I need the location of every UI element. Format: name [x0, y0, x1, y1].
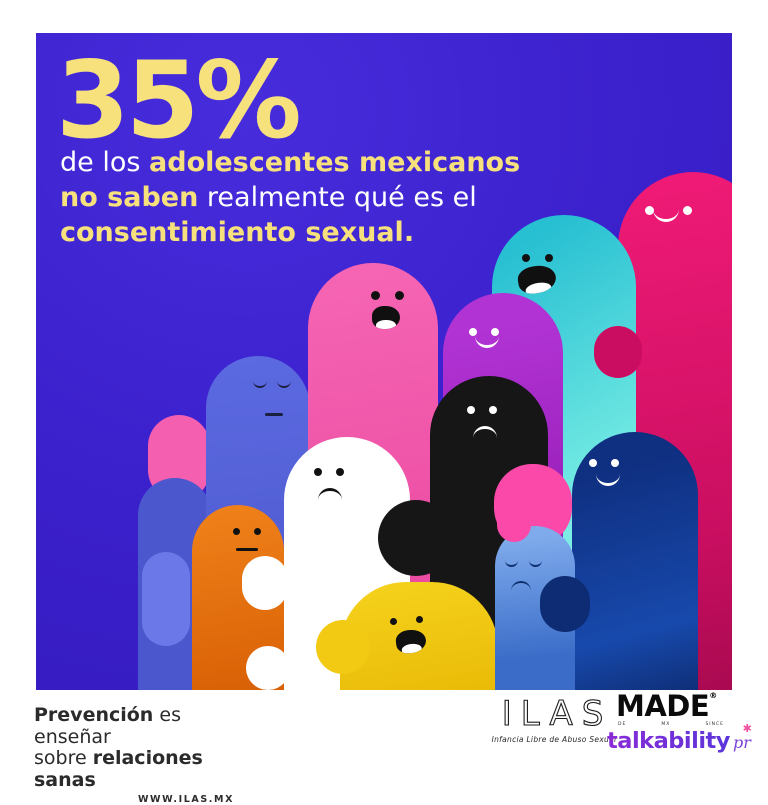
- tagline-regular: sobre: [34, 747, 93, 769]
- tagline-line-1: Prevención es enseñar: [34, 704, 236, 748]
- character-navy-hand: [540, 576, 590, 632]
- registered-mark-icon: ®: [709, 691, 718, 700]
- talkability-logo: talkability ✱ pr: [607, 722, 752, 754]
- character-periwinkle-hand: [142, 552, 190, 646]
- closed-eye-icon: [505, 558, 518, 567]
- closed-eye-icon: [277, 379, 291, 388]
- headline-line-3: consentimiento sexual.: [60, 215, 520, 250]
- headline-text-bold: no saben: [60, 182, 199, 213]
- eye-icon: [336, 468, 344, 476]
- open-mouth-icon: [372, 306, 400, 329]
- made-tagline-right: SINCE: [705, 722, 724, 727]
- made-logo: MADE® DE MX SINCE: [616, 691, 740, 728]
- eye-icon: [589, 459, 597, 467]
- headline-text-bold: adolescentes mexicanos: [149, 147, 521, 178]
- headline-text-bold: consentimiento sexual.: [60, 217, 415, 248]
- character-white-hand: [246, 646, 290, 690]
- tagline-bold: Prevención: [34, 704, 154, 726]
- closed-eye-icon: [253, 379, 267, 388]
- made-logo-tagline: DE MX SINCE: [616, 722, 726, 727]
- eye-icon: [545, 254, 553, 262]
- talkability-pr-wrap: ✱ pr: [732, 722, 752, 752]
- tagline-regular: es enseñar: [34, 704, 181, 748]
- headline-line-1: de los adolescentes mexicanos: [60, 145, 520, 180]
- closed-eye-icon: [529, 558, 542, 567]
- frown-mouth-icon: [473, 426, 497, 441]
- made-wordmark-row: MADE®: [616, 691, 740, 722]
- talkability-wordmark: talkability: [607, 728, 730, 754]
- character-crimson-arm: [594, 326, 642, 378]
- headline-text: realmente qué es el: [198, 182, 477, 213]
- headline-text: de los: [60, 147, 150, 178]
- headline: de los adolescentes mexicanos no saben r…: [60, 145, 520, 250]
- tongue-icon: [376, 320, 396, 329]
- ilas-logo-subtext: Infancia Libre de Abuso Sexual: [491, 735, 617, 744]
- ilas-wordmark: ILAS: [501, 694, 613, 734]
- character-pink-hand: [497, 500, 531, 542]
- talkability-suffix: pr: [732, 733, 751, 752]
- eye-icon: [416, 616, 423, 623]
- made-wordmark: MADE: [616, 689, 710, 723]
- eye-icon: [469, 328, 477, 336]
- eye-icon: [395, 291, 404, 300]
- smile-mouth-icon: [653, 205, 679, 222]
- character-navy: [572, 432, 698, 690]
- ilas-logo: ILAS Infancia Libre de Abuso Sexual: [490, 694, 618, 744]
- frown-mouth-icon: [511, 581, 531, 593]
- page-background: { "card": { "stat": "35%", "headline": {…: [34, 33, 752, 805]
- character-black-arm: [378, 500, 454, 576]
- eye-icon: [467, 406, 475, 414]
- neutral-mouth-icon: [265, 413, 283, 416]
- poster-card: 35% de los adolescentes mexicanos no sab…: [36, 33, 732, 690]
- made-tagline-left: DE: [618, 722, 627, 727]
- character-white-hand: [242, 556, 288, 610]
- website-link[interactable]: WWW.ILAS.MX: [137, 794, 234, 805]
- eye-icon: [233, 528, 240, 535]
- footer-tagline: Prevención es enseñar sobre relaciones s…: [34, 704, 236, 805]
- eye-icon: [489, 406, 497, 414]
- open-mouth-icon: [394, 628, 428, 655]
- eye-icon: [683, 206, 692, 215]
- eye-icon: [371, 291, 380, 300]
- eye-icon: [390, 618, 397, 625]
- neutral-mouth-icon: [236, 548, 258, 551]
- eye-icon: [254, 528, 261, 535]
- tagline-line-2: sobre relaciones sanas: [34, 747, 236, 791]
- smile-mouth-icon: [475, 332, 499, 348]
- tongue-icon: [401, 643, 423, 655]
- asterisk-icon: ✱: [742, 722, 752, 735]
- eye-icon: [645, 206, 654, 215]
- headline-line-2: no saben realmente qué es el: [60, 180, 520, 215]
- eye-icon: [611, 459, 619, 467]
- character-yellow-hand: [316, 620, 370, 674]
- tongue-icon: [524, 280, 553, 296]
- frown-mouth-icon: [318, 488, 342, 503]
- stat-text: 35%: [56, 39, 302, 162]
- open-mouth-icon: [516, 263, 558, 296]
- made-tagline-mid: MX: [661, 722, 671, 727]
- eye-icon: [522, 254, 530, 262]
- eye-icon: [314, 468, 322, 476]
- smile-mouth-icon: [596, 469, 620, 486]
